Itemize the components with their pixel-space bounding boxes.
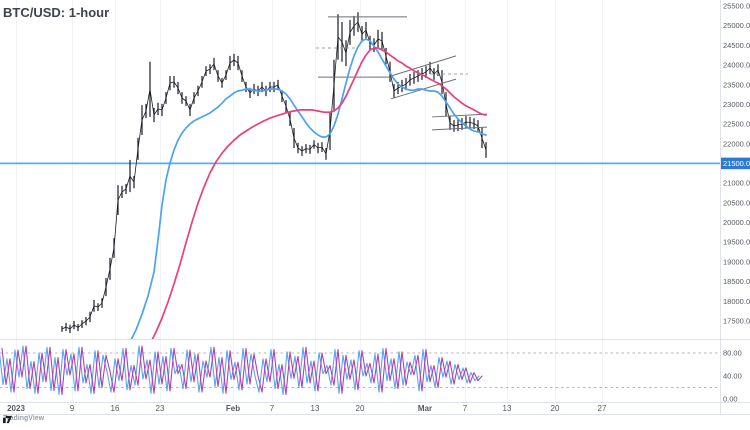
chart-title: BTC/USD: 1-hour: [3, 5, 110, 20]
stoch-k-line: [0, 345, 480, 395]
svg-text:Feb: Feb: [226, 404, 240, 413]
svg-text:20500.00: 20500.00: [723, 198, 750, 207]
svg-text:13: 13: [311, 404, 320, 413]
svg-text:40.00: 40.00: [723, 372, 742, 381]
grid-lines: [16, 0, 603, 402]
svg-text:7: 7: [463, 404, 468, 413]
svg-text:7: 7: [270, 404, 275, 413]
candlestick-series[interactable]: [61, 12, 487, 334]
svg-text:25000.00: 25000.00: [723, 21, 750, 30]
svg-text:23: 23: [156, 404, 165, 413]
pane-borders: [0, 0, 750, 415]
price-axis[interactable]: 25500.00 25000.00 24500.00 24000.00 23500.00…: [723, 2, 750, 326]
svg-text:18500.00: 18500.00: [723, 277, 750, 286]
svg-text:13: 13: [503, 404, 512, 413]
svg-text:0.00: 0.00: [723, 395, 738, 404]
time-axis[interactable]: 2023 9 16 23 Feb 7 13 20 Mar 7 13 20 27: [7, 404, 607, 413]
tradingview-logo-icon: [3, 415, 12, 424]
tradingview-watermark-label: TradingView: [3, 415, 45, 422]
svg-text:23500.00: 23500.00: [723, 80, 750, 89]
svg-text:24500.00: 24500.00: [723, 41, 750, 50]
svg-text:21000.00: 21000.00: [723, 179, 750, 188]
svg-text:18000.00: 18000.00: [723, 297, 750, 306]
svg-text:25500.00: 25500.00: [723, 2, 750, 11]
svg-text:Mar: Mar: [418, 404, 432, 413]
svg-text:23000.00: 23000.00: [723, 100, 750, 109]
svg-text:20: 20: [551, 404, 560, 413]
svg-text:17500.00: 17500.00: [723, 316, 750, 325]
price-chip-21500: 21500.00: [721, 157, 750, 170]
svg-text:21500.00: 21500.00: [723, 159, 750, 168]
svg-text:19500.00: 19500.00: [723, 238, 750, 247]
svg-text:80.00: 80.00: [723, 349, 742, 358]
svg-text:19000.00: 19000.00: [723, 257, 750, 266]
stochastic-pane[interactable]: [0, 352, 720, 388]
svg-text:22500.00: 22500.00: [723, 120, 750, 129]
svg-text:9: 9: [70, 404, 75, 413]
svg-text:2023: 2023: [7, 404, 25, 413]
svg-text:20: 20: [356, 404, 365, 413]
svg-text:22000.00: 22000.00: [723, 139, 750, 148]
stoch-d-line: [1, 345, 483, 395]
ma-fast-line: [130, 38, 487, 339]
svg-text:16: 16: [111, 404, 120, 413]
svg-text:20000.00: 20000.00: [723, 218, 750, 227]
ma-slow-line: [151, 47, 487, 339]
tradingview-watermark[interactable]: TradingView: [3, 415, 45, 424]
oscillator-axis[interactable]: 80.00 40.00 0.00: [723, 349, 742, 404]
svg-text:27: 27: [598, 404, 607, 413]
svg-text:24000.00: 24000.00: [723, 61, 750, 70]
